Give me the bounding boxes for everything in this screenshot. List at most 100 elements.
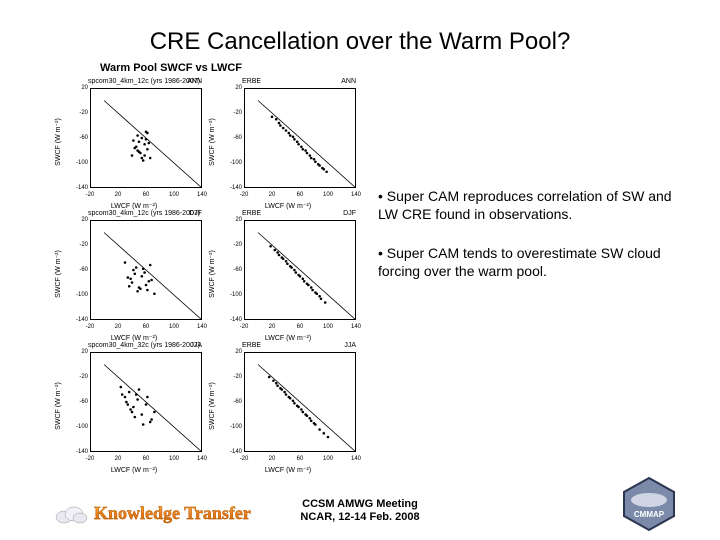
panel-label-right: JJA (344, 342, 356, 349)
y-tick: -140 (72, 185, 88, 191)
cmmap-badge-icon: CMMAP (618, 476, 680, 532)
scatter-panel: spcom30_4km_12c (yrs 1986-2007)DJF-140-1… (60, 210, 208, 338)
y-axis-label: SWCF (W m⁻²) (54, 382, 62, 430)
axes-box (244, 88, 356, 188)
x-tick: 140 (197, 324, 207, 330)
y-tick: -100 (226, 160, 242, 166)
y-tick: -60 (226, 399, 242, 405)
bullet-item: • Super CAM reproduces correlation of SW… (378, 188, 688, 223)
axes-box (244, 220, 356, 320)
axes-box (90, 352, 202, 452)
y-tick: -20 (226, 110, 242, 116)
panel-label-left: ERBE (242, 342, 261, 349)
y-tick: -100 (72, 292, 88, 298)
y-tick: 20 (72, 349, 88, 355)
footer-caption: CCSM AMWG Meeting NCAR, 12-14 Feb. 2008 (300, 498, 419, 524)
panel-label-right: ANN (341, 78, 356, 85)
y-tick: -140 (226, 317, 242, 323)
y-tick: 20 (226, 85, 242, 91)
x-tick: 60 (143, 192, 150, 198)
x-tick: 20 (115, 324, 122, 330)
y-axis-label: SWCF (W m⁻²) (208, 382, 216, 430)
x-tick: 20 (115, 192, 122, 198)
y-tick: -140 (72, 317, 88, 323)
panel-label-right: DJF (343, 210, 356, 217)
y-tick: -20 (72, 242, 88, 248)
y-tick: -20 (226, 242, 242, 248)
y-tick: -140 (226, 449, 242, 455)
x-axis-label: LWCF (W m⁻²) (111, 466, 157, 474)
x-tick: 100 (169, 456, 179, 462)
y-tick: 20 (226, 349, 242, 355)
y-tick: -20 (72, 110, 88, 116)
x-tick: 20 (269, 456, 276, 462)
x-tick: 100 (323, 324, 333, 330)
panel-label-right: JJA (190, 342, 202, 349)
scatter-grid: spcom30_4km_12c (yrs 1986-2007)ANN-140-1… (60, 78, 360, 470)
knowledge-transfer-logo: Knowledge Transfer (54, 503, 251, 524)
x-tick: -20 (86, 192, 95, 198)
y-axis-label: SWCF (W m⁻²) (208, 250, 216, 298)
axes-box (90, 88, 202, 188)
x-tick: 100 (323, 192, 333, 198)
x-tick: 140 (197, 192, 207, 198)
y-tick: -60 (72, 135, 88, 141)
y-axis-label: SWCF (W m⁻²) (54, 250, 62, 298)
y-tick: -60 (226, 135, 242, 141)
x-tick: -20 (240, 192, 249, 198)
panel-label-left: spcom30_4km_32c (yrs 1986-2007) (88, 342, 200, 349)
x-tick: 100 (323, 456, 333, 462)
x-axis-label: LWCF (W m⁻²) (265, 202, 311, 210)
cloud-icon (54, 504, 88, 524)
scatter-panel: ERBEDJF-140-100-60-2020-202060100140SWCF… (214, 210, 362, 338)
panel-label-left: ERBE (242, 78, 261, 85)
x-axis-label: LWCF (W m⁻²) (265, 334, 311, 342)
y-tick: 20 (72, 217, 88, 223)
knowledge-transfer-text: Knowledge Transfer (94, 503, 251, 524)
x-tick: -20 (240, 324, 249, 330)
y-tick: -60 (226, 267, 242, 273)
x-tick: 60 (143, 324, 150, 330)
axes-box (244, 352, 356, 452)
y-axis-label: SWCF (W m⁻²) (54, 118, 62, 166)
x-tick: 60 (297, 324, 304, 330)
y-tick: -100 (226, 292, 242, 298)
y-tick: 20 (72, 85, 88, 91)
y-axis-label: SWCF (W m⁻²) (208, 118, 216, 166)
x-tick: 100 (169, 324, 179, 330)
figure-subhead: Warm Pool SWCF vs LWCF (100, 62, 242, 74)
panel-label-left: ERBE (242, 210, 261, 217)
y-tick: -100 (226, 424, 242, 430)
y-tick: -60 (72, 399, 88, 405)
x-tick: 140 (351, 192, 361, 198)
panel-label-right: DJF (189, 210, 202, 217)
x-tick: 140 (351, 456, 361, 462)
y-tick: -60 (72, 267, 88, 273)
x-axis-label: LWCF (W m⁻²) (111, 202, 157, 210)
x-axis-label: LWCF (W m⁻²) (111, 334, 157, 342)
y-tick: -140 (226, 185, 242, 191)
y-tick: -140 (72, 449, 88, 455)
y-tick: -100 (72, 424, 88, 430)
panel-label-right: ANN (187, 78, 202, 85)
x-tick: -20 (86, 324, 95, 330)
y-tick: 20 (226, 217, 242, 223)
x-axis-label: LWCF (W m⁻²) (265, 466, 311, 474)
x-tick: 100 (169, 192, 179, 198)
x-tick: 20 (269, 324, 276, 330)
y-tick: -100 (72, 160, 88, 166)
x-tick: 140 (197, 456, 207, 462)
scatter-panel: ERBEJJA-140-100-60-2020-202060100140SWCF… (214, 342, 362, 470)
x-tick: 140 (351, 324, 361, 330)
scatter-panel: spcom30_4km_32c (yrs 1986-2007)JJA -140 -1… (60, 342, 208, 470)
x-tick: 60 (297, 192, 304, 198)
x-tick: 60 (143, 456, 150, 462)
axes-box (90, 220, 202, 320)
x-tick: 20 (269, 192, 276, 198)
cmmap-label: CMMAP (634, 510, 665, 519)
scatter-panel: spcom30_4km_12c (yrs 1986-2007)ANN-140-1… (60, 78, 208, 206)
bullet-list: • Super CAM reproduces correlation of SW… (378, 188, 688, 302)
x-tick: 20 (115, 456, 122, 462)
slide-title: CRE Cancellation over the Warm Pool? (0, 28, 720, 56)
bullet-item: • Super CAM tends to overestimate SW clo… (378, 245, 688, 280)
